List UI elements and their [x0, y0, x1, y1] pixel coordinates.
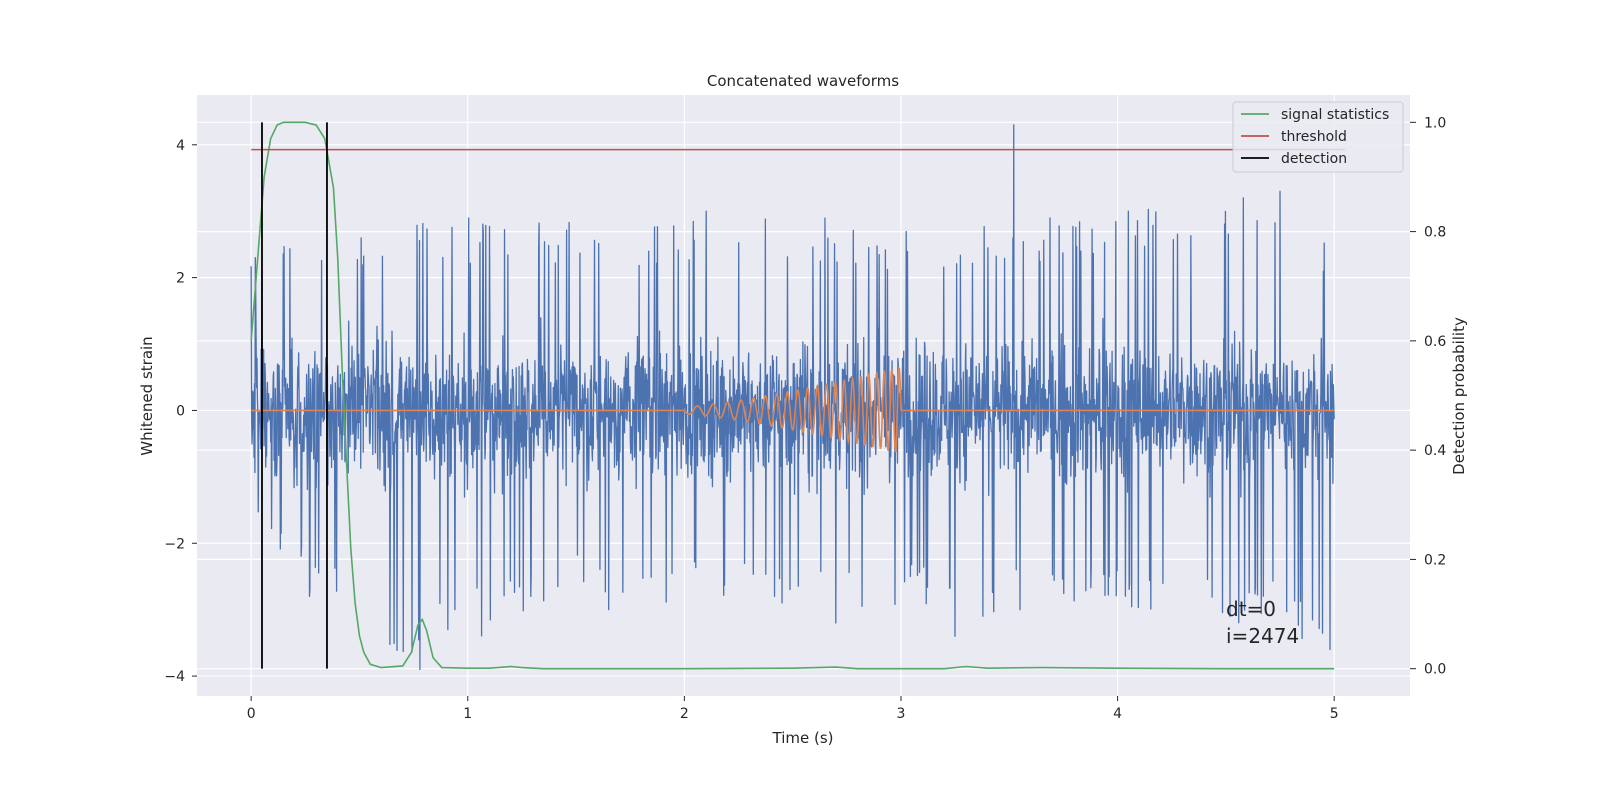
axis-ticks: 0 1 2 3 4 5 −4 −2 0 2 4 0.0 0.2 0.4 0.6 0.8 1.0	[164, 115, 1446, 722]
y-right-tick-label: 0.4	[1424, 443, 1446, 459]
x-axis-label: Time (s)	[772, 729, 834, 747]
y-right-tick-label: 1.0	[1424, 115, 1446, 131]
x-tick-label: 1	[463, 706, 472, 722]
y-right-tick-label: 0.0	[1424, 662, 1446, 678]
y-tick-label: 0	[176, 403, 185, 419]
y-tick-label: −2	[164, 536, 185, 552]
x-tick-label: 0	[247, 706, 256, 722]
y-right-tick-label: 0.8	[1424, 225, 1446, 241]
legend-label: threshold	[1281, 129, 1347, 145]
x-tick-label: 4	[1113, 706, 1122, 722]
series-layer	[250, 121, 1346, 671]
y-tick-label: 2	[176, 271, 185, 287]
y-axis-label: Whitened strain	[138, 336, 156, 455]
x-tick-label: 3	[897, 706, 906, 722]
legend-label: signal statistics	[1281, 107, 1389, 123]
y-tick-label: 4	[176, 138, 185, 154]
chirp-waveform-line	[251, 366, 1335, 453]
y-right-tick-label: 0.6	[1424, 334, 1446, 350]
chart-title: Concatenated waveforms	[707, 72, 899, 90]
annotation-dt: dt=0	[1226, 597, 1276, 621]
x-tick-label: 5	[1330, 706, 1339, 722]
x-tick-label: 2	[680, 706, 689, 722]
y-axis-label-right: Detection probability	[1450, 317, 1468, 475]
legend-label: detection	[1281, 151, 1347, 167]
y-right-tick-label: 0.2	[1424, 552, 1446, 568]
annotation-index: i=2474	[1226, 624, 1299, 648]
legend: signal statistics threshold detection	[1232, 101, 1404, 173]
y-tick-label: −4	[164, 669, 185, 685]
legend-box	[1232, 101, 1404, 173]
signal-statistics-line	[250, 121, 1335, 670]
